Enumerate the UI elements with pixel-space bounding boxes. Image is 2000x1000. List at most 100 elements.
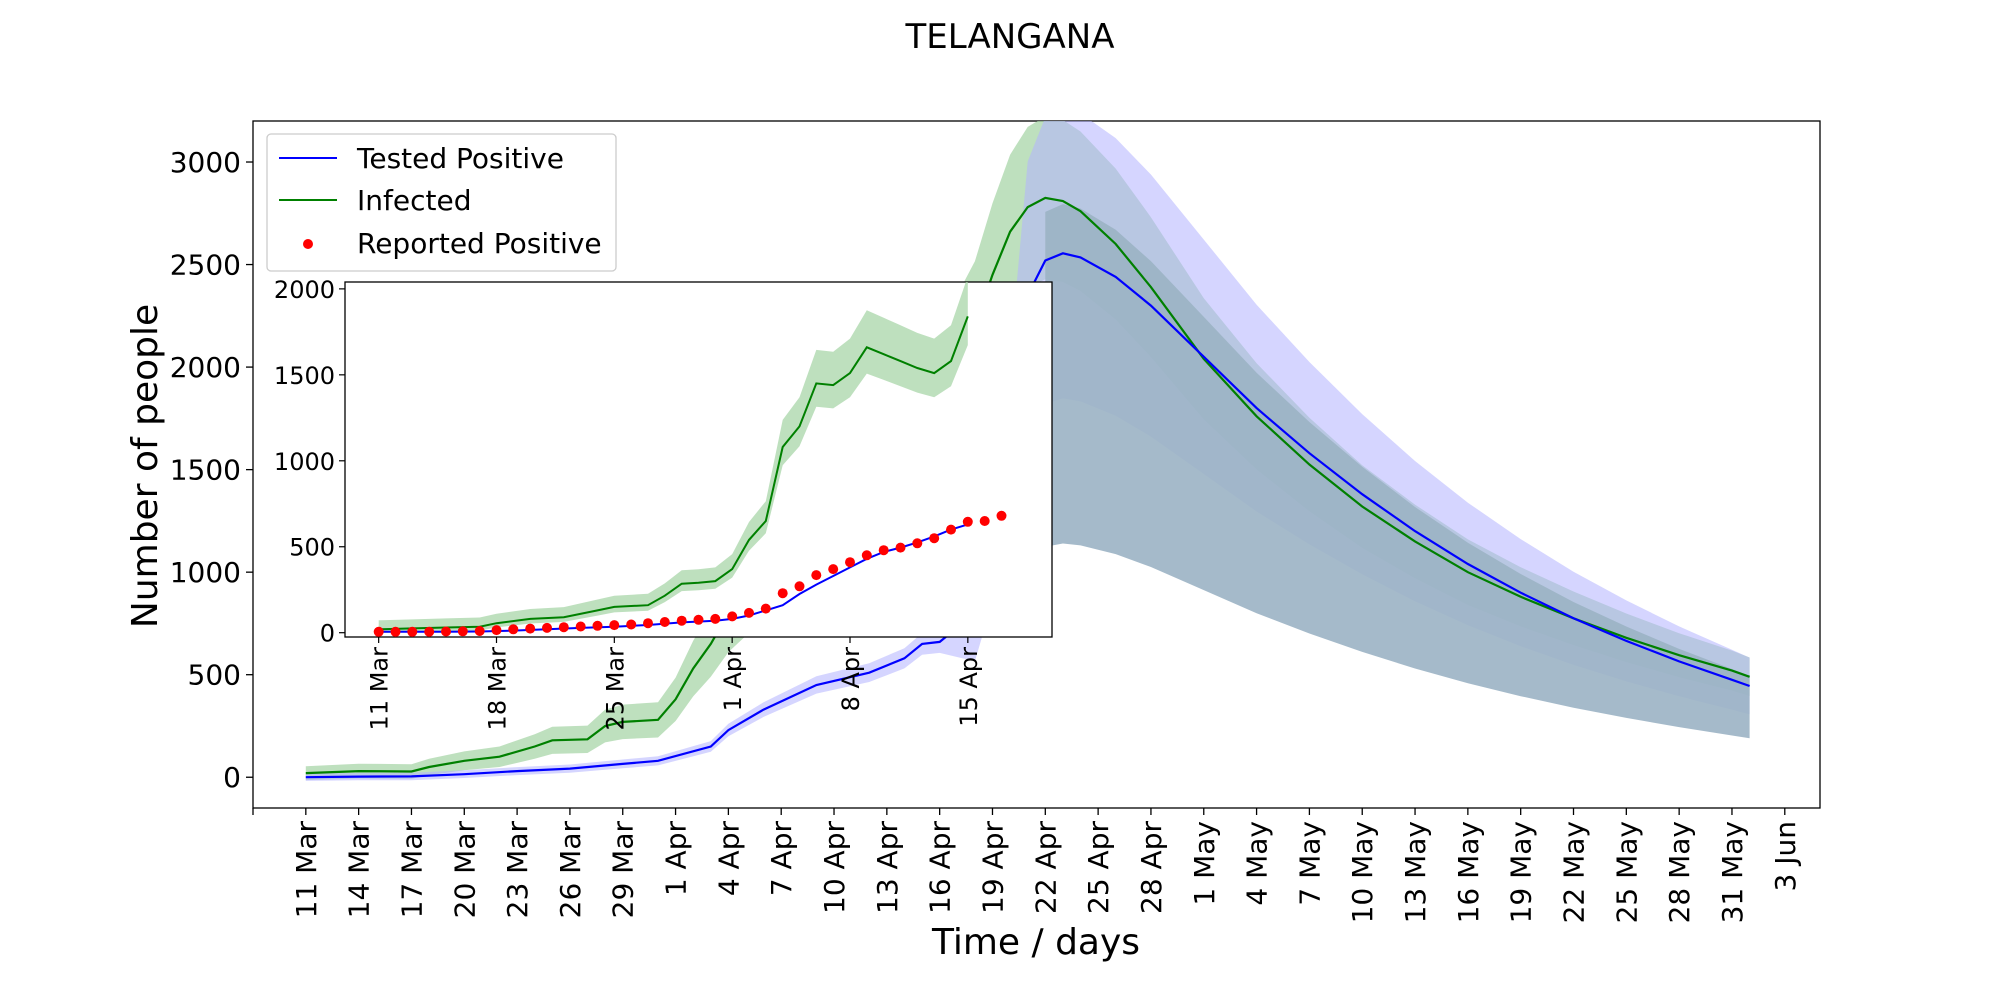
inset-x-tick-label: 11 Mar (366, 647, 394, 731)
legend-frame (266, 133, 617, 272)
inset-x-tick-label: 15 Apr (955, 647, 983, 727)
reported-positive-point (912, 538, 923, 549)
reported-positive-point (962, 516, 973, 527)
x-tick-label: 1 Apr (660, 821, 693, 897)
reported-positive-point (390, 626, 401, 637)
x-tick-label: 26 Mar (554, 821, 587, 919)
x-tick-label: 7 Apr (765, 821, 798, 897)
reported-positive-point (760, 603, 771, 614)
x-tick-label: 28 Apr (1135, 821, 1168, 914)
x-tick-label: 4 Apr (712, 821, 745, 897)
inset-x-axis-ticks: 11 Mar 18 Mar 25 Mar 1 Apr 8 Apr 15 Apr (366, 637, 983, 730)
x-tick-label: 7 May (1293, 821, 1326, 906)
inset-y-tick-label: 1000 (274, 448, 335, 476)
main-y-axis-ticks: 0 500 1000 1500 2000 2500 3000 (170, 146, 253, 794)
x-tick-label: 23 Mar (501, 821, 534, 919)
main-confidence-bands (305, 121, 1750, 781)
x-tick-label: 28 May (1663, 821, 1696, 923)
x-tick-label: 13 Apr (871, 821, 904, 914)
overlap-confidence-band (1045, 204, 1750, 739)
x-tick-label: 25 May (1610, 821, 1643, 923)
reported-positive-point (424, 626, 435, 637)
inset-infected-band (378, 282, 968, 633)
inset-confidence-bands (378, 282, 968, 633)
reported-positive-point (474, 626, 485, 636)
reported-positive-point (996, 510, 1007, 521)
inset-x-tick-label: 1 Apr (719, 647, 747, 712)
reported-positive-point (659, 617, 670, 627)
reported-positive-point (508, 624, 519, 635)
x-tick-label: 19 Apr (977, 821, 1010, 914)
x-tick-label: 20 Mar (448, 821, 481, 919)
inset-x-tick-label: 8 Apr (837, 647, 865, 712)
reported-positive-point (710, 613, 721, 624)
legend-reported-swatch (303, 239, 313, 249)
y-tick-label: 2500 (170, 249, 241, 282)
reported-positive-point (727, 611, 738, 622)
x-tick-label: 16 May (1452, 821, 1485, 923)
x-axis-label: Time / days (931, 922, 1140, 963)
inset-reported-points (373, 510, 1007, 637)
reported-positive-point (811, 570, 822, 581)
inset-x-tick-label: 25 Mar (601, 647, 629, 731)
reported-positive-point (693, 614, 704, 625)
reported-positive-point (592, 620, 603, 631)
reported-positive-point (441, 626, 451, 637)
reported-positive-point (407, 626, 418, 637)
reported-positive-point (861, 550, 872, 561)
legend-infected-label: Infected (357, 184, 471, 217)
x-tick-label: 17 Mar (396, 821, 429, 919)
inset-y-tick-label: 500 (289, 534, 335, 562)
x-tick-label: 10 May (1346, 821, 1379, 923)
x-tick-label: 31 May (1716, 821, 1749, 923)
x-tick-label: 19 May (1505, 821, 1538, 923)
inset-x-tick-label: 18 Mar (484, 647, 512, 731)
inset-infected-line (378, 316, 969, 631)
y-tick-label: 2000 (170, 351, 241, 384)
tested-confidence-band (305, 121, 1750, 781)
reported-positive-point (744, 607, 754, 618)
x-tick-label: 29 Mar (607, 821, 640, 919)
reported-positive-point (491, 625, 502, 636)
x-tick-label: 3 Jun (1769, 821, 1802, 891)
main-x-axis-ticks: 11 Mar 14 Mar 17 Mar 20 Mar 23 Mar 26 Mar 29 M… (252, 808, 1802, 923)
x-tick-label: 4 May (1241, 821, 1274, 906)
reported-positive-point (676, 615, 687, 626)
reported-positive-point (828, 564, 839, 575)
reported-positive-point (845, 557, 855, 568)
chart-title: TELANGANA (905, 17, 1115, 57)
inset-y-tick-label: 2000 (274, 276, 335, 304)
reported-positive-point (878, 545, 889, 556)
x-tick-label: 11 Mar (290, 821, 323, 919)
y-tick-label: 0 (223, 761, 241, 794)
x-tick-label: 25 Apr (1082, 821, 1115, 914)
legend-reported-label: Reported Positive (357, 227, 602, 260)
y-tick-label: 3000 (170, 146, 241, 179)
x-tick-label: 22 Apr (1029, 821, 1062, 914)
reported-positive-point (777, 588, 788, 599)
y-tick-label: 1500 (170, 454, 241, 487)
x-tick-label: 13 May (1399, 821, 1432, 923)
legend-tested-label: Tested Positive (356, 142, 564, 175)
x-tick-label: 22 May (1558, 821, 1591, 923)
y-tick-label: 1000 (170, 556, 241, 589)
reported-positive-point (929, 533, 940, 544)
reported-positive-point (525, 623, 536, 634)
legend: Tested Positive Infected Reported Positi… (266, 133, 617, 272)
x-tick-label: 14 Mar (343, 821, 376, 919)
y-tick-label: 500 (188, 659, 241, 692)
reported-positive-point (626, 619, 637, 630)
inset-y-tick-label: 1500 (274, 362, 335, 390)
reported-positive-point (575, 621, 586, 632)
inset-y-axis-ticks: 0 500 1000 1500 2000 (274, 276, 345, 648)
reported-positive-point (895, 542, 906, 553)
reported-positive-point (794, 581, 805, 592)
inset-y-tick-label: 0 (320, 620, 335, 648)
x-tick-label: 10 Apr (818, 821, 851, 914)
x-tick-label: 16 Apr (924, 821, 957, 914)
reported-positive-point (609, 620, 620, 631)
reported-positive-point (946, 524, 956, 535)
reported-positive-point (542, 622, 552, 633)
reported-positive-point (373, 626, 384, 637)
